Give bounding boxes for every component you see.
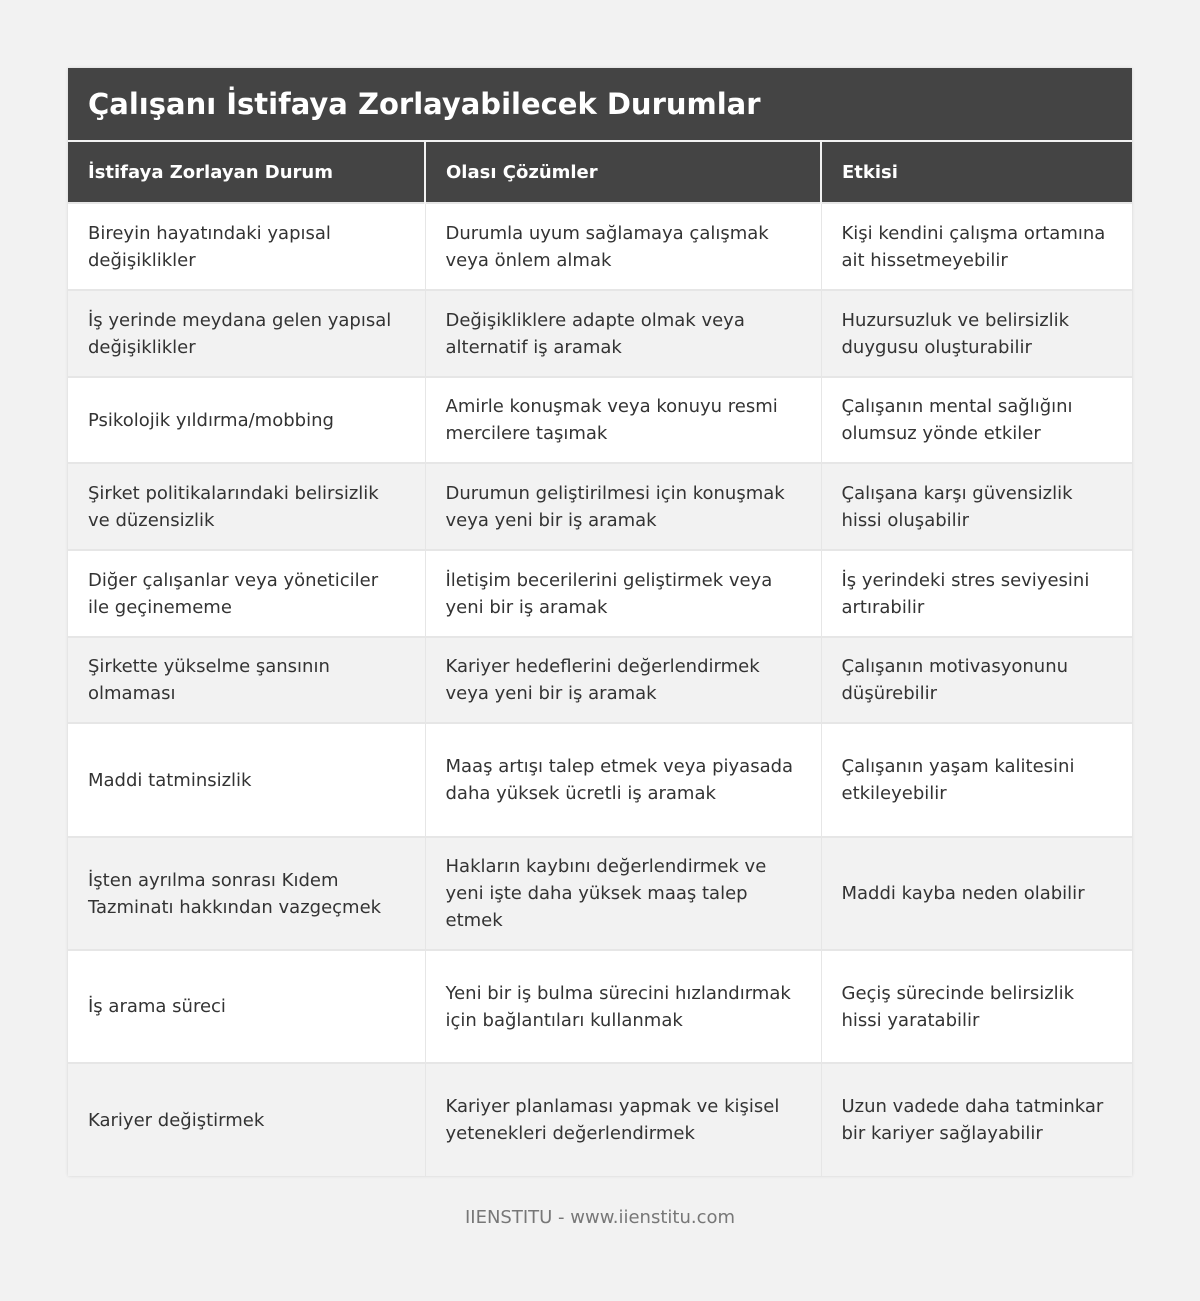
header-row: İstifaya Zorlayan Durum Olası Çözümler E… [68, 142, 1132, 203]
table-cell: Maaş artışı talep etmek veya piyasada da… [425, 722, 822, 837]
table-cell: Durumla uyum sağlamaya çalışmak veya önl… [425, 202, 822, 290]
footer-credit: IIENSTITU - www.iienstitu.com [464, 1207, 736, 1228]
table-row: Şirkette yükselme şansının olmaması Kariy… [68, 636, 1132, 723]
table-cell: Çalışanın motivasyonunu düşürebilir [821, 636, 1132, 723]
table-cell: Durumun geliştirilmesi için konuşmak vey… [425, 462, 822, 550]
table-row: Diğer çalışanlar veya yöneticiler ile ge… [68, 549, 1132, 637]
column-header: Etkisi [821, 142, 1132, 203]
table-row: İş arama süreci Yeni bir iş bulma sürecin… [68, 949, 1132, 1063]
table-title: Çalışanı İstifaya Zorlayabilecek Durumla… [68, 68, 1132, 142]
table-cell: Uzun vadede daha tatminkar bir kariyer s… [821, 1062, 1132, 1176]
table-row: İş yerinde meydana gelen yapısal değişik… [68, 289, 1132, 377]
table-cell: Şirkette yükselme şansının olmaması [68, 636, 426, 723]
table-cell: İş arama süreci [68, 949, 426, 1063]
data-table: İstifaya Zorlayan Durum Olası Çözümler E… [68, 142, 1132, 1176]
table-cell: İşten ayrılma sonrası Kıdem Tazminatı ha… [68, 836, 426, 950]
table-cell: Şirket politikalarındaki belirsizlik ve … [68, 462, 426, 550]
table-cell: Çalışanın yaşam kalitesini etkileyebilir [821, 722, 1132, 837]
table-row: Bireyin hayatındaki yapısal değişiklikle… [68, 202, 1132, 290]
table-cell: Maddi tatminsizlik [68, 722, 426, 837]
table-cell: Kariyer planlaması yapmak ve kişisel yet… [425, 1062, 822, 1176]
table-cell: Yeni bir iş bulma sürecini hızlandırmak … [425, 949, 822, 1063]
column-header: İstifaya Zorlayan Durum [68, 142, 426, 203]
table-cell: Çalışanın mental sağlığını olumsuz yönde… [821, 376, 1132, 463]
table-cell: Kariyer değiştirmek [68, 1062, 426, 1176]
table-cell: Hakların kaybını değerlendirmek ve yeni … [425, 836, 822, 950]
table-cell: İş yerindeki stres seviyesini artırabili… [821, 549, 1132, 637]
table-cell: Huzursuzluk ve belirsizlik duygusu oluşt… [821, 289, 1132, 377]
table-cell: İletişim becerilerini geliştirmek veya y… [425, 549, 822, 637]
table-row: Psikolojik yıldırma/mobbing Amirle konuşm… [68, 376, 1132, 463]
table-row: Kariyer değiştirmek Kariyer planlaması ya… [68, 1062, 1132, 1176]
table-cell: Diğer çalışanlar veya yöneticiler ile ge… [68, 549, 426, 637]
table-cell: Kariyer hedeflerini değerlendirmek veya … [425, 636, 822, 723]
column-header: Olası Çözümler [425, 142, 822, 203]
table-cell: Amirle konuşmak veya konuyu resmi mercil… [425, 376, 822, 463]
table-row: İşten ayrılma sonrası Kıdem Tazminatı ha… [68, 836, 1132, 950]
table-cell: Psikolojik yıldırma/mobbing [68, 376, 426, 463]
table-cell: Değişikliklere adapte olmak veya alterna… [425, 289, 822, 377]
table-row: Şirket politikalarındaki belirsizlik ve … [68, 462, 1132, 550]
table-cell: Bireyin hayatındaki yapısal değişiklikle… [68, 202, 426, 290]
table-cell: İş yerinde meydana gelen yapısal değişik… [68, 289, 426, 377]
table-row: Maddi tatminsizlik Maaş artışı talep etme… [68, 722, 1132, 837]
table-cell: Geçiş sürecinde belirsizlik hissi yarata… [821, 949, 1132, 1063]
table-cell: Kişi kendini çalışma ortamına ait hisset… [821, 202, 1132, 290]
table-container: Çalışanı İstifaya Zorlayabilecek Durumla… [68, 68, 1132, 1176]
table-cell: Çalışana karşı güvensizlik hissi oluşabi… [821, 462, 1132, 550]
table-cell: Maddi kayba neden olabilir [821, 836, 1132, 950]
